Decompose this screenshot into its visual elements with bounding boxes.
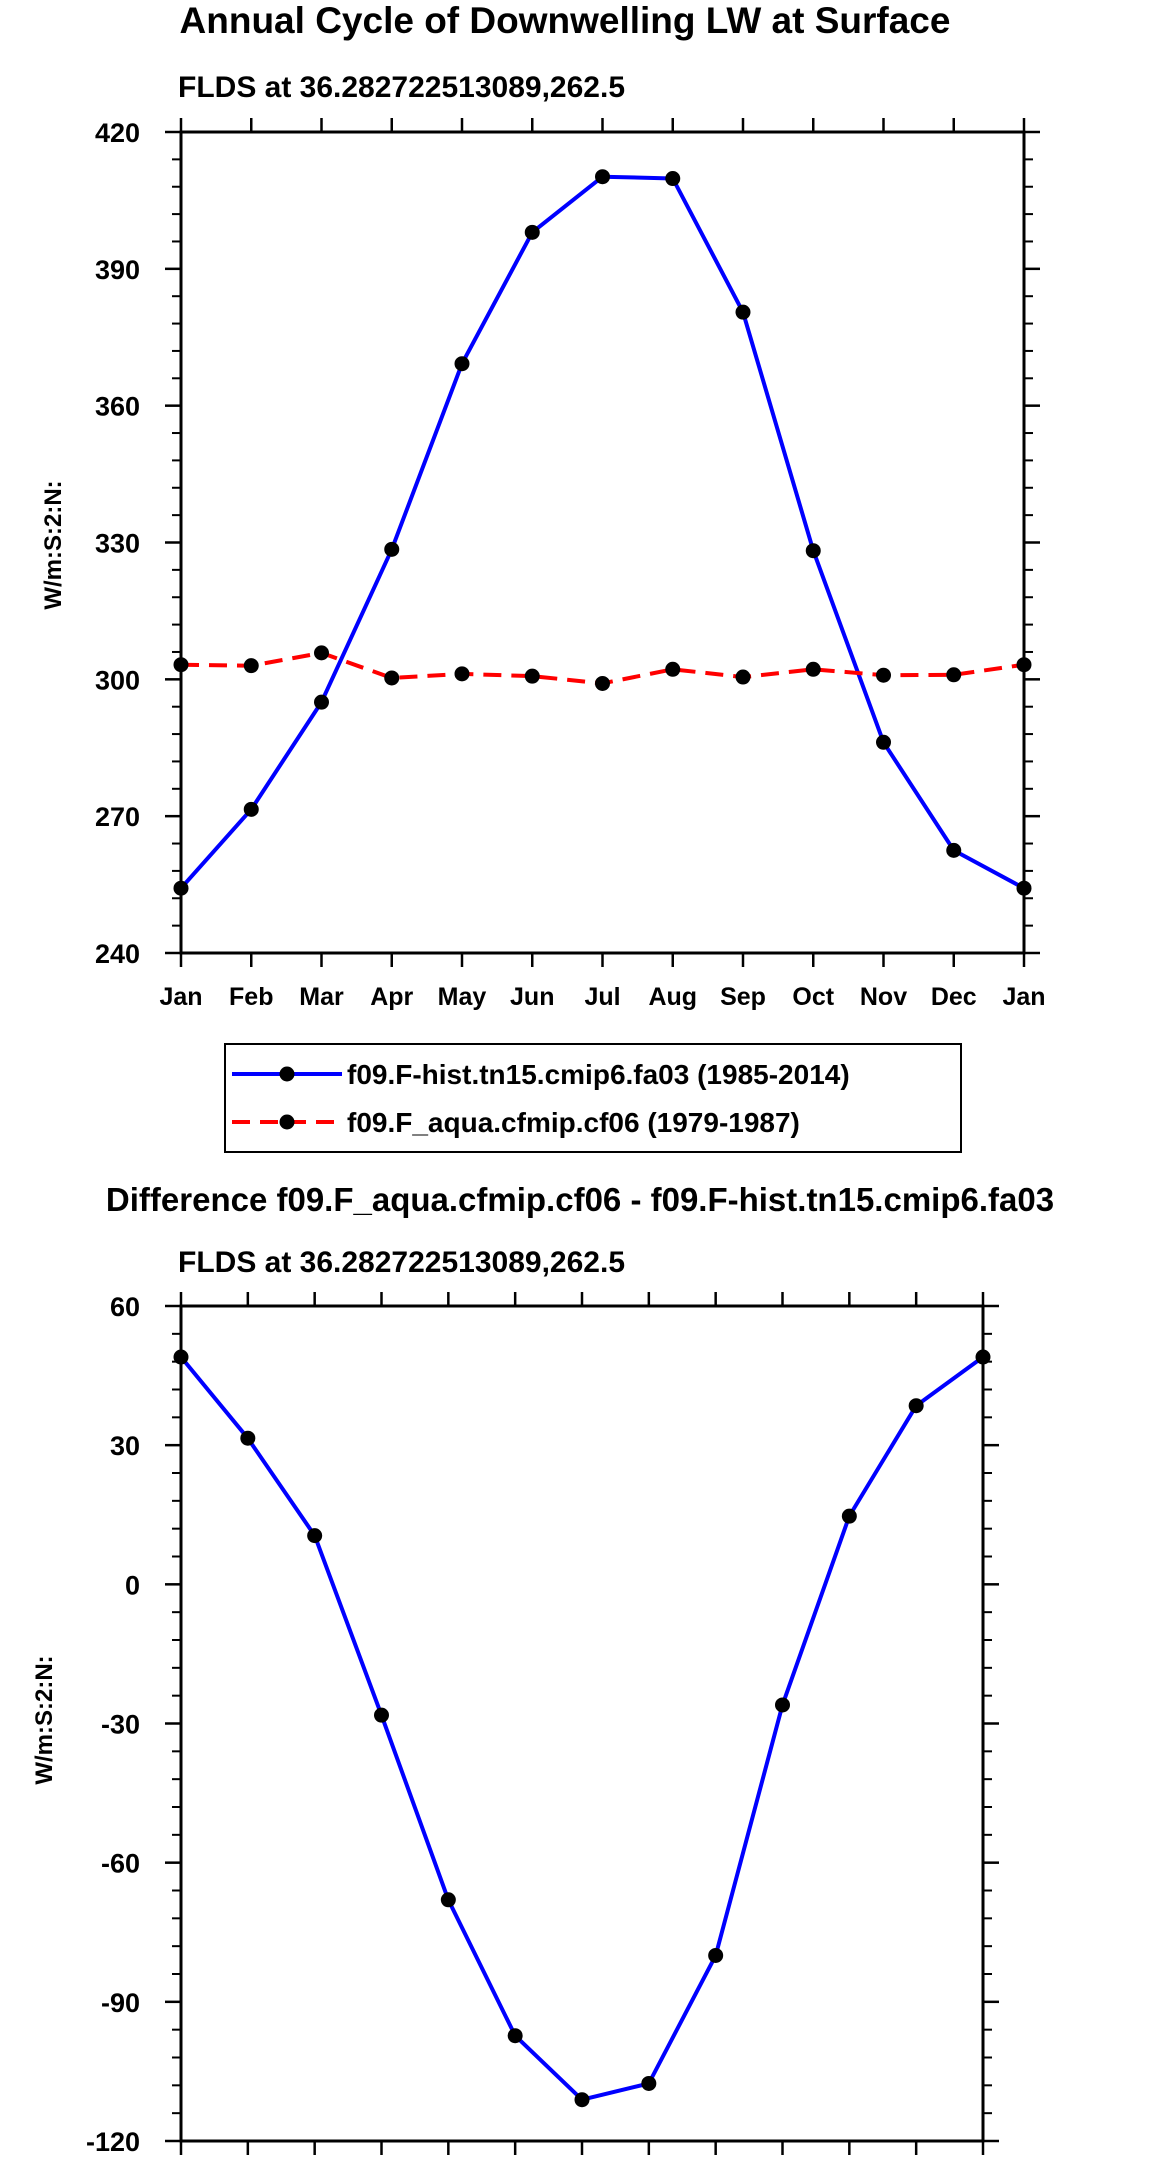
y-tick-label: 30 (110, 1431, 140, 1461)
x-tick-label: Nov (826, 2171, 873, 2175)
legend: f09.F-hist.tn15.cmip6.fa03 (1985-2014) f… (224, 1043, 962, 1153)
data-point (735, 304, 751, 320)
x-tick-label: Nov (860, 983, 907, 1011)
y-tick-label: 60 (110, 1292, 140, 1322)
data-point (524, 224, 540, 240)
data-point (440, 1892, 456, 1908)
y-tick-label: 390 (95, 255, 140, 285)
data-point (384, 670, 400, 686)
data-point (805, 661, 821, 677)
y-axis-label: W/m:S:2:N: (40, 480, 67, 609)
data-point (805, 543, 821, 559)
y-tick-label: 0 (125, 1570, 140, 1600)
y-tick-label: -60 (101, 1849, 140, 1879)
x-tick-label: Jun (510, 983, 554, 1011)
x-tick-label: Jan (1002, 983, 1045, 1011)
data-point (595, 675, 610, 691)
data-point (243, 658, 259, 674)
data-point (841, 1508, 857, 1524)
legend-marker-aqua (279, 1114, 295, 1130)
y-tick-label: 360 (95, 392, 140, 422)
data-point (775, 1697, 790, 1713)
x-tick-label: Aug (625, 2171, 674, 2175)
x-tick-label: Apr (360, 2171, 403, 2175)
chart-title: Difference f09.F_aqua.cfmip.cf06 - f09.F… (106, 1181, 1054, 1218)
data-point (307, 1528, 323, 1544)
plot-frame (179, 1304, 985, 2143)
difference-chart: Difference f09.F_aqua.cfmip.cf06 - f09.F… (31, 1181, 1054, 2175)
y-tick-label: 300 (95, 665, 140, 695)
x-tick-label: Mar (299, 983, 344, 1011)
legend-box (224, 1043, 962, 1153)
series-line-0 (179, 1355, 985, 2102)
data-point (708, 1947, 724, 1963)
x-tick-label: Dec (931, 983, 977, 1011)
x-tick-label: May (424, 2171, 473, 2175)
data-point (314, 645, 329, 661)
data-point (946, 667, 962, 683)
chart-subtitle: FLDS at 36.282722513089,262.5 (178, 1246, 625, 1279)
data-point (876, 667, 891, 683)
x-tick-label: Sep (693, 2171, 739, 2175)
data-point (384, 541, 400, 557)
y-tick-label: -30 (101, 1710, 140, 1740)
y-tick-label: -120 (86, 2127, 140, 2157)
x-tick-label: Apr (370, 983, 413, 1011)
x-tick-label: Jul (584, 983, 620, 1011)
y-tick-label: 240 (95, 939, 140, 969)
data-point (574, 2092, 590, 2108)
data-point (595, 169, 610, 185)
x-tick-label: Feb (229, 983, 273, 1011)
data-point (908, 1398, 924, 1414)
data-point (454, 356, 470, 372)
y-tick-label: 330 (95, 529, 140, 559)
y-tick-label: -90 (101, 1988, 140, 2018)
data-point (240, 1430, 256, 1446)
x-tick-label: Jun (493, 2171, 537, 2175)
data-point (454, 666, 470, 682)
data-point (314, 694, 329, 710)
series-line-0 (179, 174, 1025, 890)
data-point (946, 842, 962, 858)
x-tick-label: Oct (792, 983, 834, 1011)
x-tick-label: Jul (564, 2171, 600, 2175)
x-tick-label: Mar (292, 2171, 337, 2175)
x-tick-label: Jan (961, 2171, 1004, 2175)
chart-subtitle: FLDS at 36.282722513089,262.5 (178, 71, 625, 104)
y-axis-label: W/m:S:2:N: (31, 1655, 58, 1784)
data-point (876, 734, 891, 750)
x-tick-label: Jan (159, 983, 202, 1011)
legend-label-hist: f09.F-hist.tn15.cmip6.fa03 (1985-2014) (347, 1059, 850, 1090)
x-tick-label: Aug (648, 983, 697, 1011)
data-point (243, 801, 259, 817)
x-tick-label: Sep (720, 983, 766, 1011)
data-point (641, 2075, 657, 2091)
x-tick-label: Jan (159, 2171, 202, 2175)
x-tick-label: May (438, 983, 487, 1011)
x-tick-label: Dec (893, 2171, 939, 2175)
x-tick-label: Feb (226, 2171, 270, 2175)
annual-cycle-chart: Annual Cycle of Downwelling LW at Surfac… (40, 0, 1046, 1011)
plot-frame (179, 130, 1026, 955)
data-point (665, 661, 681, 677)
chart-title: Annual Cycle of Downwelling LW at Surfac… (180, 0, 951, 41)
data-point (665, 171, 681, 187)
data-point (374, 1707, 389, 1723)
x-tick-label: Oct (762, 2171, 804, 2175)
data-point (524, 668, 540, 684)
legend-label-aqua: f09.F_aqua.cfmip.cf06 (1979-1987) (347, 1107, 800, 1138)
y-tick-label: 420 (95, 118, 140, 148)
data-point (507, 2028, 523, 2044)
legend-marker-hist (279, 1066, 295, 1082)
data-point (735, 669, 751, 685)
y-tick-label: 270 (95, 802, 140, 832)
